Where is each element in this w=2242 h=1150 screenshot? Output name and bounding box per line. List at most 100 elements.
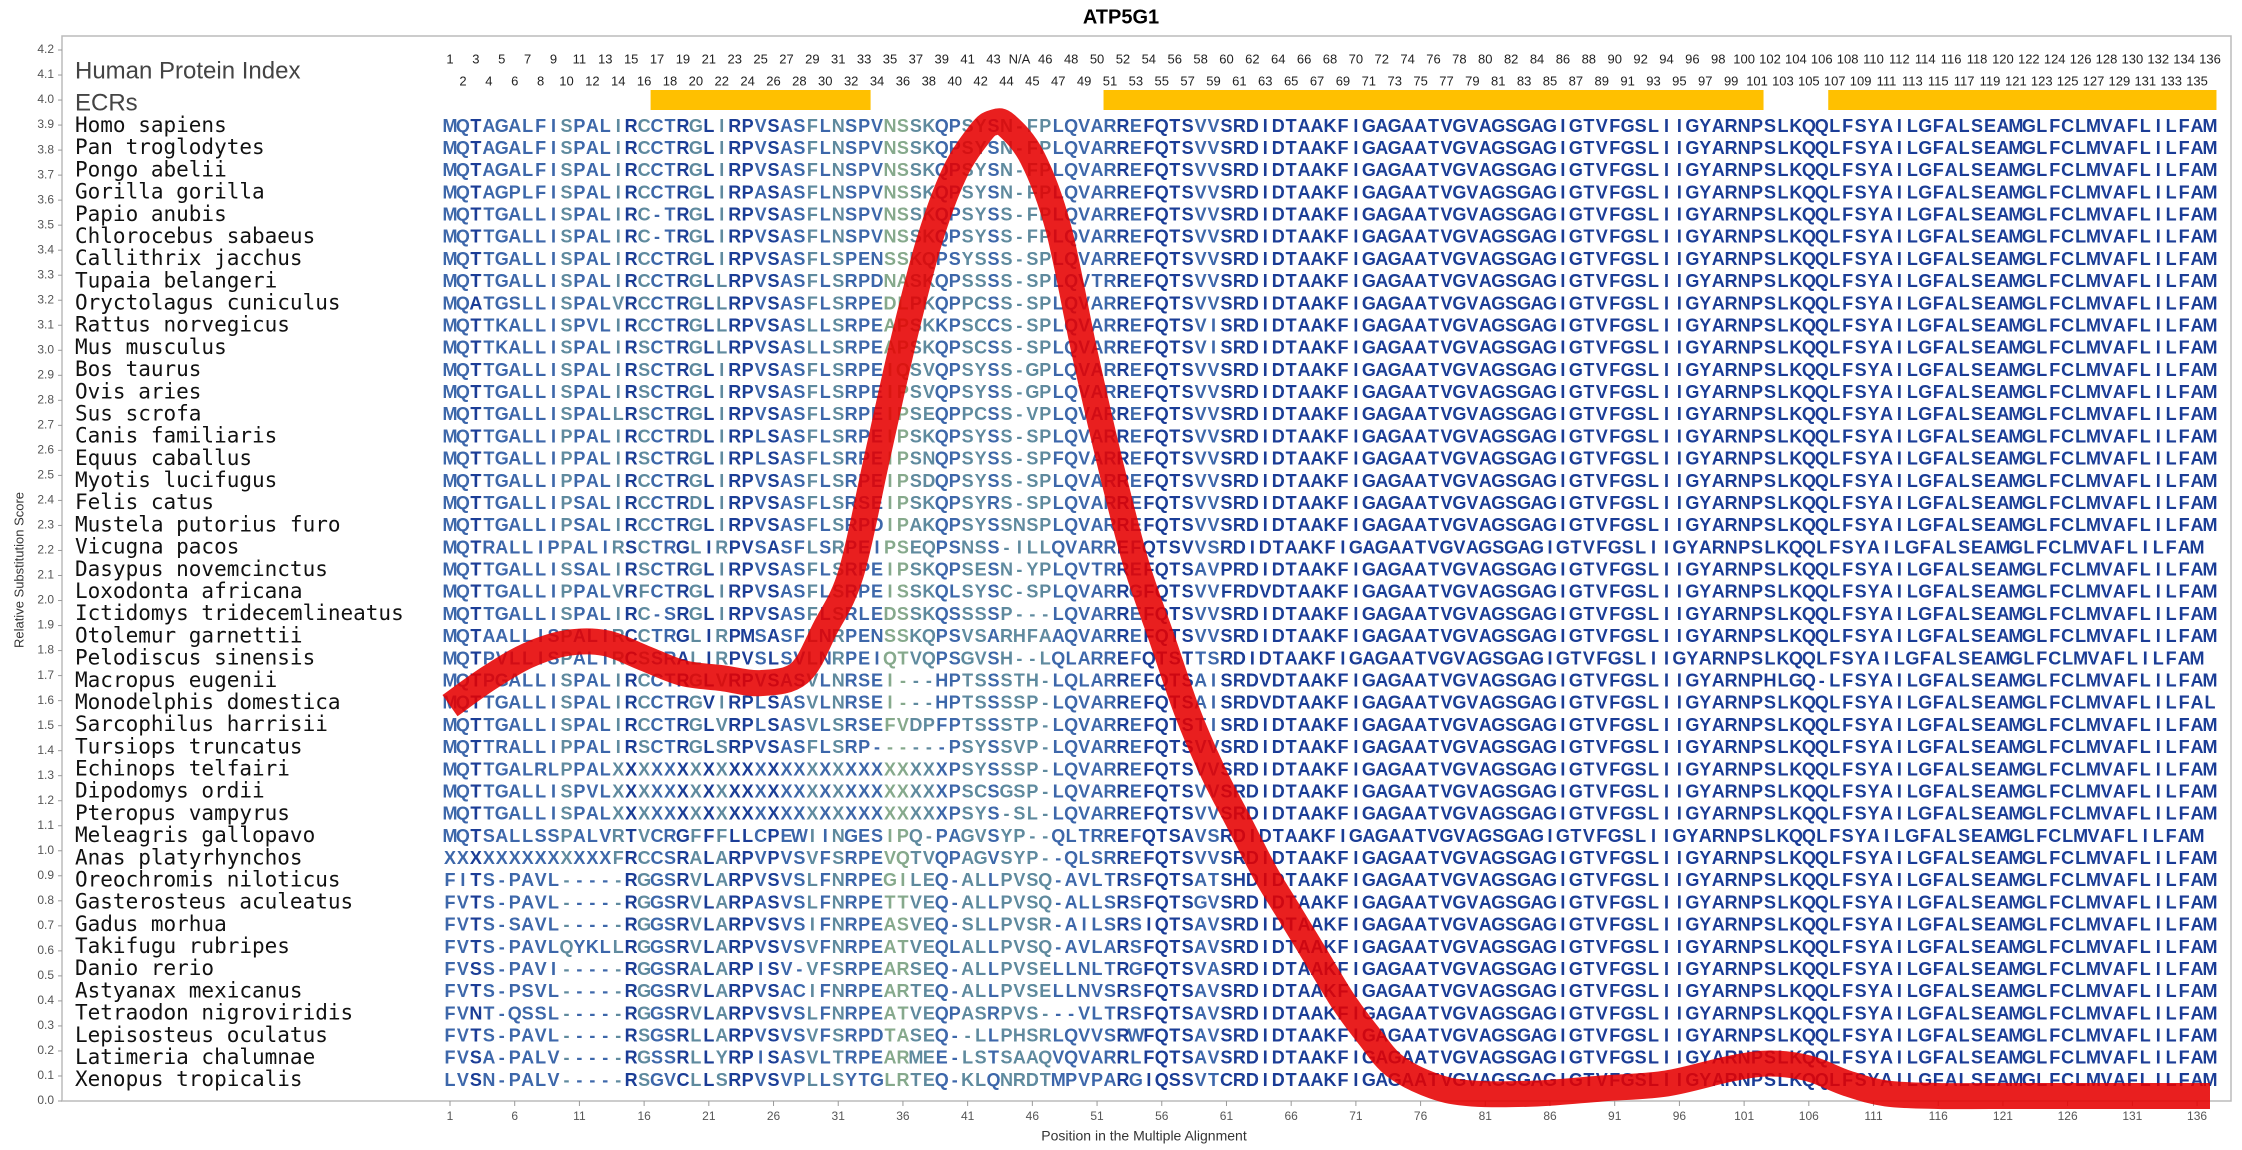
residue: A <box>469 293 482 313</box>
residue: L <box>1079 848 1090 868</box>
residue: G <box>1569 515 1583 535</box>
residue: A <box>780 182 793 202</box>
index-label: N/A <box>1009 51 1031 66</box>
residue: S <box>832 271 844 291</box>
residue: Q <box>935 338 949 358</box>
residue: T <box>1583 626 1594 646</box>
residue: R <box>845 693 858 713</box>
residue: E <box>1117 826 1129 846</box>
residue: V <box>2100 626 2112 646</box>
residue: P <box>560 826 572 846</box>
residue: S <box>962 515 974 535</box>
residue: F <box>1933 737 1944 757</box>
residue: T <box>665 493 676 513</box>
residue: L <box>1648 182 1659 202</box>
residue: T <box>470 182 481 202</box>
residue: D <box>1272 338 1285 358</box>
residue: L <box>522 315 533 335</box>
residue: F <box>2049 626 2060 646</box>
residue: Y <box>1868 515 1880 535</box>
residue: R <box>1233 116 1246 136</box>
residue: K <box>922 560 935 580</box>
residue: F <box>2179 515 2190 535</box>
residue: S <box>910 205 922 225</box>
residue: S <box>884 626 896 646</box>
residue: Q <box>1142 648 1156 668</box>
residue: G <box>495 493 509 513</box>
residue: I <box>719 160 724 180</box>
residue: C <box>2061 804 2074 824</box>
residue: G <box>1362 471 1376 491</box>
residue: S <box>1971 626 1983 646</box>
residue: T <box>665 426 676 446</box>
residue: A <box>586 604 599 624</box>
residue: M <box>2008 737 2023 757</box>
residue: Q <box>1155 715 1169 735</box>
residue: S <box>1971 671 1983 691</box>
residue: K <box>1789 804 1802 824</box>
residue: V <box>1078 604 1090 624</box>
residue: L <box>2166 360 2177 380</box>
residue: P <box>1039 271 1051 291</box>
residue: V <box>1466 471 1478 491</box>
residue: F <box>2049 382 2060 402</box>
residue: - <box>615 870 621 890</box>
residue: L <box>535 338 546 358</box>
residue: N <box>1000 160 1013 180</box>
residue: X <box>522 848 534 868</box>
residue: S <box>975 693 987 713</box>
residue: I <box>551 671 556 691</box>
index-label: 20 <box>689 73 703 88</box>
residue: V <box>1013 737 1025 757</box>
residue: A <box>1996 249 2009 269</box>
residue: L <box>1053 315 1064 335</box>
residue: A <box>1401 715 1414 735</box>
residue: S <box>1635 737 1647 757</box>
residue: A <box>2113 515 2126 535</box>
residue: D <box>1246 449 1259 469</box>
residue: S <box>1635 182 1647 202</box>
residue: S <box>560 604 572 624</box>
index-label: 57 <box>1180 73 1194 88</box>
residue: D <box>1272 271 1285 291</box>
residue: G <box>1452 604 1466 624</box>
residue: F <box>2049 671 2060 691</box>
residue: C <box>638 537 651 557</box>
residue: A <box>1712 626 1725 646</box>
residue: L <box>1959 382 1970 402</box>
index-label: 23 <box>727 51 741 66</box>
residue: Q <box>1802 715 1816 735</box>
residue: E <box>871 715 883 735</box>
residue: M <box>2008 604 2023 624</box>
residue: A <box>1996 493 2009 513</box>
residue: F <box>2127 471 2138 491</box>
residue: S <box>910 382 922 402</box>
residue: G <box>689 338 703 358</box>
residue: X <box>457 848 469 868</box>
residue: A <box>1945 293 1958 313</box>
residue: S <box>845 205 857 225</box>
residue: F <box>1842 182 1853 202</box>
residue: T <box>1169 315 1180 335</box>
residue: S <box>1971 804 1983 824</box>
residue: S <box>638 737 650 757</box>
residue: S <box>793 338 805 358</box>
residue: Q <box>1155 515 1169 535</box>
residue: A <box>1401 116 1414 136</box>
residue: M <box>2008 205 2023 225</box>
residue: R <box>728 315 741 335</box>
residue: S <box>975 715 987 735</box>
residue: G <box>1543 404 1557 424</box>
residue: L <box>600 693 611 713</box>
residue: T <box>1583 715 1594 735</box>
residue: G <box>1491 471 1505 491</box>
residue: F <box>445 870 456 890</box>
residue: A <box>1880 582 1893 602</box>
residue: I <box>1664 626 1669 646</box>
residue: L <box>1053 360 1064 380</box>
residue: C <box>2061 271 2074 291</box>
residue: A <box>1375 338 1388 358</box>
residue: V <box>1466 848 1478 868</box>
residue: R <box>1104 560 1117 580</box>
residue: S <box>897 116 909 136</box>
